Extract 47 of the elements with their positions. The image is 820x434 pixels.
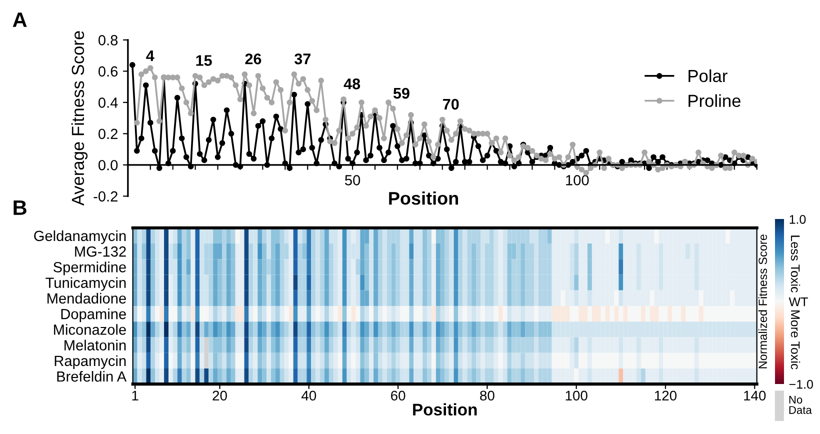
x-axis-title: Position [413, 403, 477, 416]
color-bar-label: 1.0 [790, 214, 806, 224]
legend-label: Proline [688, 94, 740, 108]
y-tick-label: Miconazole [54, 324, 126, 335]
color-bar-title: Normalized Fitness Score [758, 234, 768, 368]
x-tick-label: 1 [132, 390, 138, 400]
color-bar-label: −1.0 [789, 380, 813, 389]
y-tick-label: Rapamycin [54, 355, 126, 369]
y-tick-label: 0.4 [98, 98, 118, 108]
x-tick-label: 40 [302, 390, 316, 401]
y-tick-label: 0.8 [98, 35, 118, 46]
annotation: 59 [393, 88, 410, 99]
x-tick-label: 100 [566, 175, 589, 186]
y-tick-label: Spermidine [53, 262, 126, 276]
y-tick-label: Geldanamycin [34, 230, 126, 244]
y-tick-label: MG-132 [75, 246, 126, 257]
annotation: 70 [443, 98, 459, 110]
text: Less Toxic [790, 236, 800, 292]
annotation: 4 [146, 50, 154, 62]
annotation: 48 [344, 78, 360, 90]
chart-title: B [14, 200, 26, 215]
y-tick-label: Dopamine [61, 308, 126, 322]
y-tick-label: 0.2 [98, 128, 118, 140]
color-bar-label: WT [788, 298, 808, 306]
y-tick-label: Tunicamycin [46, 277, 126, 291]
text: No Data [789, 396, 812, 414]
y-tick-label: Mendadione [48, 292, 126, 304]
annotation: 15 [196, 55, 212, 66]
x-tick-label: 120 [654, 390, 677, 401]
text: More Toxic [790, 310, 800, 370]
x-tick-label: 80 [480, 390, 494, 401]
y-tick-label: Melatonin [64, 340, 126, 350]
x-tick-label: 20 [212, 390, 227, 401]
x-tick-label: 50 [345, 175, 360, 186]
x-tick-label: 60 [391, 390, 406, 401]
y-axis-title: Average Fitness Score [71, 31, 88, 206]
annotation: 37 [294, 54, 310, 64]
y-tick-label: 0.0 [98, 160, 118, 170]
x-tick-label: 100 [566, 390, 588, 401]
y-tick-label: Brefeldin A [57, 370, 127, 382]
y-tick-label: 0.6 [98, 66, 118, 77]
y-tick-label: -0.2 [94, 191, 118, 202]
chart-title: A [12, 12, 27, 27]
annotation: 26 [245, 54, 262, 64]
x-axis-title: Position [389, 191, 458, 205]
legend-label: Polar [688, 69, 728, 82]
x-tick-label: 140 [744, 390, 766, 401]
